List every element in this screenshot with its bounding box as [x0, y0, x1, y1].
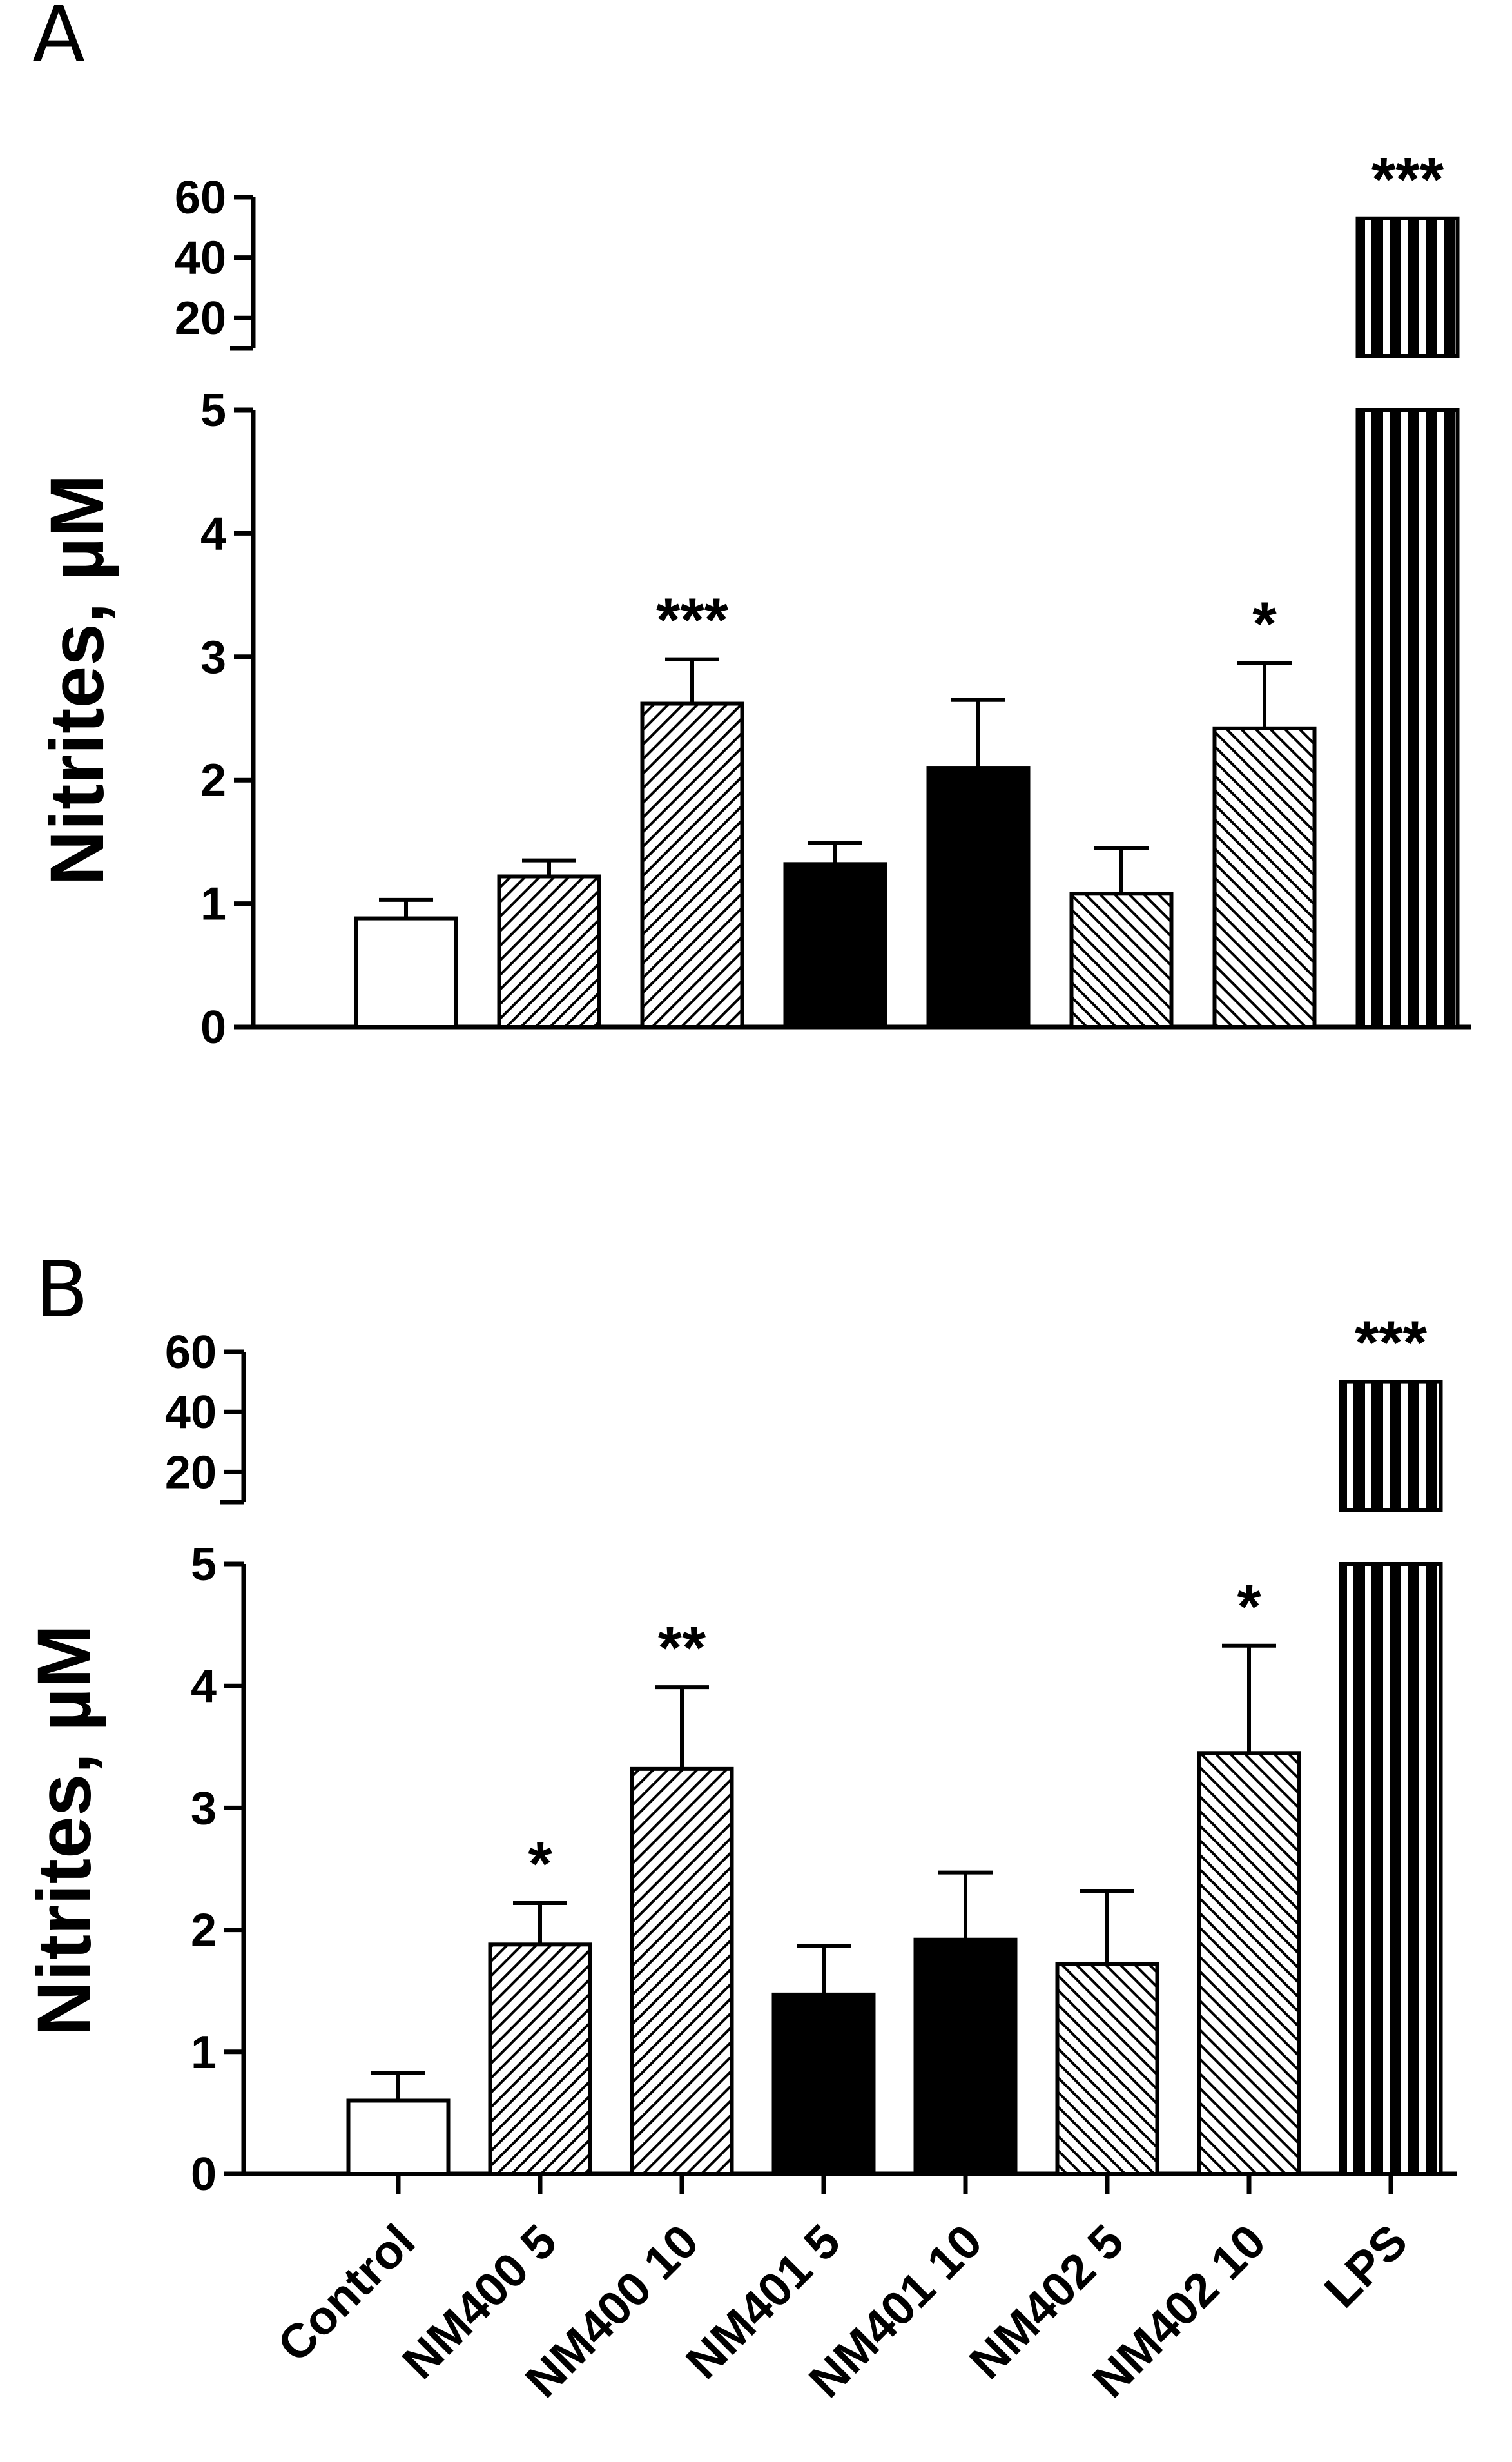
- bar: [783, 862, 887, 1030]
- significance-label: *: [1252, 589, 1277, 658]
- y-tick-label: 3: [191, 1783, 217, 1834]
- y-tick-label: 1: [191, 2027, 217, 2078]
- significance-label: *: [528, 1830, 552, 1899]
- y-tick-label: 40: [165, 1387, 217, 1438]
- panel-letter: B: [35, 1246, 88, 1335]
- y-tick-label: 2: [191, 1905, 217, 1957]
- y-tick-label: 2: [200, 755, 226, 806]
- y-axis-label: Nitrites, µM: [35, 474, 120, 885]
- y-tick-label: 3: [200, 632, 226, 683]
- y-tick-label: 5: [200, 385, 226, 436]
- bar: [630, 1766, 734, 2176]
- y-tick-label: 0: [191, 2149, 217, 2200]
- bar: [771, 1992, 876, 2176]
- y-tick-label: 20: [165, 1447, 217, 1498]
- bar: [1355, 408, 1460, 1029]
- significance-label: *: [1237, 1572, 1261, 1641]
- y-axis-label: Nitrites, µM: [22, 1625, 107, 2036]
- y-tick-label: 1: [200, 879, 226, 930]
- bar: [640, 701, 744, 1029]
- bar: [1212, 726, 1317, 1029]
- bar: [1069, 892, 1174, 1029]
- y-tick-label: 40: [175, 233, 226, 284]
- y-tick-label: 60: [165, 1327, 217, 1378]
- bar: [913, 1937, 1018, 2176]
- y-tick-label: 5: [191, 1539, 217, 1590]
- significance-label: ***: [1355, 1309, 1428, 1378]
- significance-label: ***: [656, 586, 729, 655]
- bar-upper-segment: [1339, 1380, 1443, 1512]
- bar: [488, 1942, 592, 2176]
- bar-upper-segment: [1355, 216, 1460, 358]
- panel-letter: A: [32, 0, 85, 80]
- bar: [497, 874, 601, 1029]
- bar: [1339, 1562, 1443, 2176]
- significance-label: ***: [1371, 145, 1444, 214]
- y-tick-label: 20: [175, 293, 226, 344]
- y-tick-label: 0: [200, 1002, 226, 1053]
- x-tick-label: LPS: [1314, 2214, 1417, 2318]
- y-tick-label: 4: [200, 508, 226, 560]
- bar: [1197, 1751, 1301, 2176]
- bar: [354, 916, 458, 1029]
- significance-label: **: [658, 1614, 706, 1683]
- bar: [1055, 1962, 1159, 2176]
- y-tick-label: 60: [175, 172, 226, 224]
- y-tick-label: 4: [191, 1661, 217, 1712]
- bar: [346, 2098, 451, 2176]
- bar: [926, 766, 1031, 1030]
